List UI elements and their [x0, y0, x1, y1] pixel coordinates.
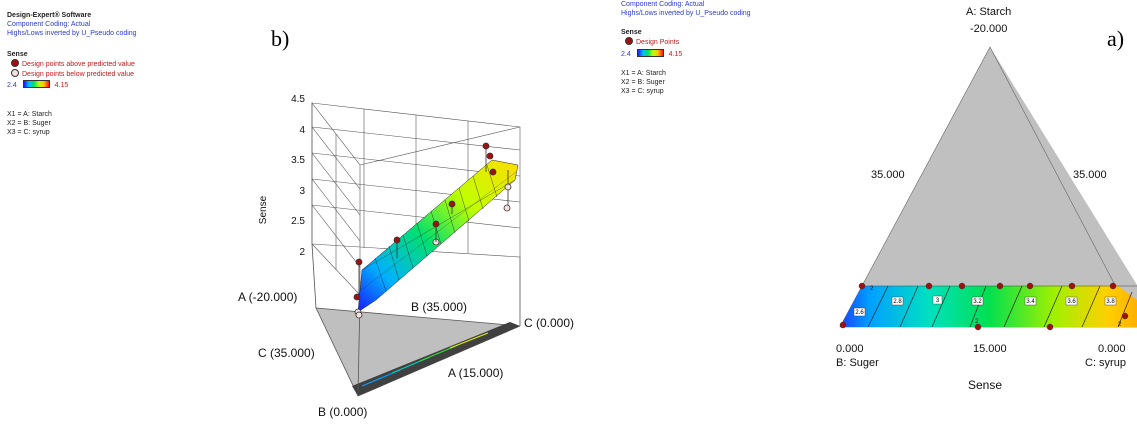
vertex-label-b-mid: B (35.000): [411, 300, 468, 314]
design-point-below: [503, 204, 511, 212]
legend-above: Design points above predicted value: [7, 59, 137, 69]
design-point: [1068, 282, 1076, 290]
z-axis: 4.5 4 3.5 3 2.5 2: [291, 94, 305, 258]
design-point-above: [482, 142, 490, 150]
design-point-below: [504, 183, 512, 191]
design-point-above: [489, 168, 497, 176]
contour-band: [840, 286, 1137, 327]
contour-labels: 2.6 2.8 3 3.2 3.4 3.6 3.8: [853, 295, 1117, 317]
svg-text:2: 2: [975, 319, 979, 325]
contour-level-label: 2.6: [855, 310, 864, 316]
surface-plot: 4.5 4 3.5 3 2.5 2 Sense: [258, 94, 521, 397]
vertex-label-b-bottom: B (0.000): [318, 405, 368, 419]
point-above-icon: [11, 59, 19, 67]
highs-lows-note: Highs/Lows inverted by U_Pseudo coding: [621, 10, 751, 17]
plot-box-grid: [311, 102, 521, 296]
vertex-label-a-top: A (-20.000): [238, 290, 298, 304]
contour-level-label: 3.4: [1026, 299, 1035, 305]
color-range: 2.4 4.15: [7, 80, 69, 89]
bottom-right-value: 0.000: [1098, 343, 1126, 355]
svg-text:2: 2: [870, 286, 874, 292]
legend-points: Design Points: [621, 37, 751, 47]
contour-lines: [867, 285, 1133, 328]
design-point-above: [486, 152, 494, 160]
top-vertex-label: A: Starch: [966, 6, 1012, 18]
design-point: [1109, 282, 1117, 290]
design-point-below: [355, 311, 363, 319]
component-coding: Component Coding: Actual: [7, 21, 91, 28]
ternary-contour-plot: 2.6 2.8 3 3.2 3.4 3.6 3.8 2 2 2: [839, 46, 1137, 331]
z-tick: 2.5: [291, 216, 305, 227]
design-point: [925, 282, 933, 290]
bottom-left-value: 0.000: [836, 343, 864, 355]
left-side-value: 35.000: [871, 169, 905, 181]
replicate-labels: 2 2 2: [870, 286, 1122, 328]
response-name: Sense: [621, 29, 642, 36]
color-range: 2.4 4.15: [621, 49, 683, 58]
design-point-icon: [625, 37, 633, 45]
right-legend: Component Coding: Actual Highs/Lows inve…: [621, 0, 751, 96]
z-tick: 3: [299, 186, 305, 197]
right-side-value: 35.000: [1073, 169, 1107, 181]
color-gradient-bar: [636, 49, 664, 57]
design-point-above: [393, 236, 401, 244]
bottom-mid-value: 15.000: [973, 343, 1007, 355]
design-point-above: [432, 220, 440, 228]
design-point: [1121, 312, 1129, 320]
x2-definition: X2 = B: Suger: [621, 79, 665, 86]
left-legend: Design-Expert® Software Component Coding…: [7, 11, 137, 137]
contour-level-label: 3: [936, 298, 940, 304]
z-tick: 3.5: [291, 155, 305, 166]
base-projection-band: [352, 322, 520, 396]
z-axis-label: Sense: [258, 195, 269, 224]
x1-definition: X1 = A: Starch: [621, 70, 666, 77]
design-point: [974, 323, 982, 331]
response-surface: [357, 159, 519, 313]
ternary-x-label: Sense: [968, 378, 1003, 392]
x2-definition: X2 = B: Suger: [7, 120, 51, 127]
bottom-right-label: C: syrup: [1085, 357, 1126, 369]
vertex-label-a-bottom: A (15.000): [448, 366, 504, 380]
svg-text:2: 2: [1118, 322, 1122, 328]
software-title: Design-Expert® Software: [7, 12, 92, 19]
x3-definition: X3 = C: syrup: [7, 129, 50, 136]
contour-level-label: 3.2: [973, 299, 982, 305]
z-tick: 4: [299, 125, 305, 136]
base-projection-contours: [361, 332, 489, 387]
color-gradient-bar: [22, 80, 50, 88]
design-points: [353, 142, 512, 319]
design-point-above: [355, 258, 363, 266]
bottom-left-label: B: Suger: [836, 357, 879, 369]
highs-lows-note: Highs/Lows inverted by U_Pseudo coding: [7, 30, 137, 37]
design-point: [996, 282, 1004, 290]
z-tick: 2: [299, 247, 305, 258]
contour-level-label: 2.8: [893, 299, 902, 305]
design-point: [839, 321, 847, 329]
panel-letter-b: b): [271, 26, 290, 51]
design-point-above: [448, 200, 456, 208]
panel-letter-a: a): [1107, 26, 1125, 51]
base-triangle: [315, 307, 521, 397]
design-point: [1026, 282, 1034, 290]
contour-level-label: 3.6: [1067, 299, 1076, 305]
top-vertex-value: -20.000: [970, 23, 1008, 35]
vertex-label-c-left: C (35.000): [258, 346, 315, 360]
design-point: [858, 282, 866, 290]
z-tick: 4.5: [291, 94, 305, 105]
design-point: [1046, 323, 1054, 331]
legend-below: Design points below predicted value: [7, 69, 137, 79]
vertex-label-c-right: C (0.000): [524, 316, 575, 330]
x1-definition: X1 = A: Starch: [7, 111, 52, 118]
design-point-above: [353, 293, 361, 301]
contour-level-label: 3.8: [1106, 299, 1115, 305]
design-point: [958, 282, 966, 290]
component-coding: Component Coding: Actual: [621, 1, 705, 8]
x3-definition: X3 = C: syrup: [621, 88, 664, 95]
point-below-icon: [11, 69, 19, 77]
ternary-design-points: [839, 282, 1129, 331]
response-name: Sense: [7, 51, 28, 58]
